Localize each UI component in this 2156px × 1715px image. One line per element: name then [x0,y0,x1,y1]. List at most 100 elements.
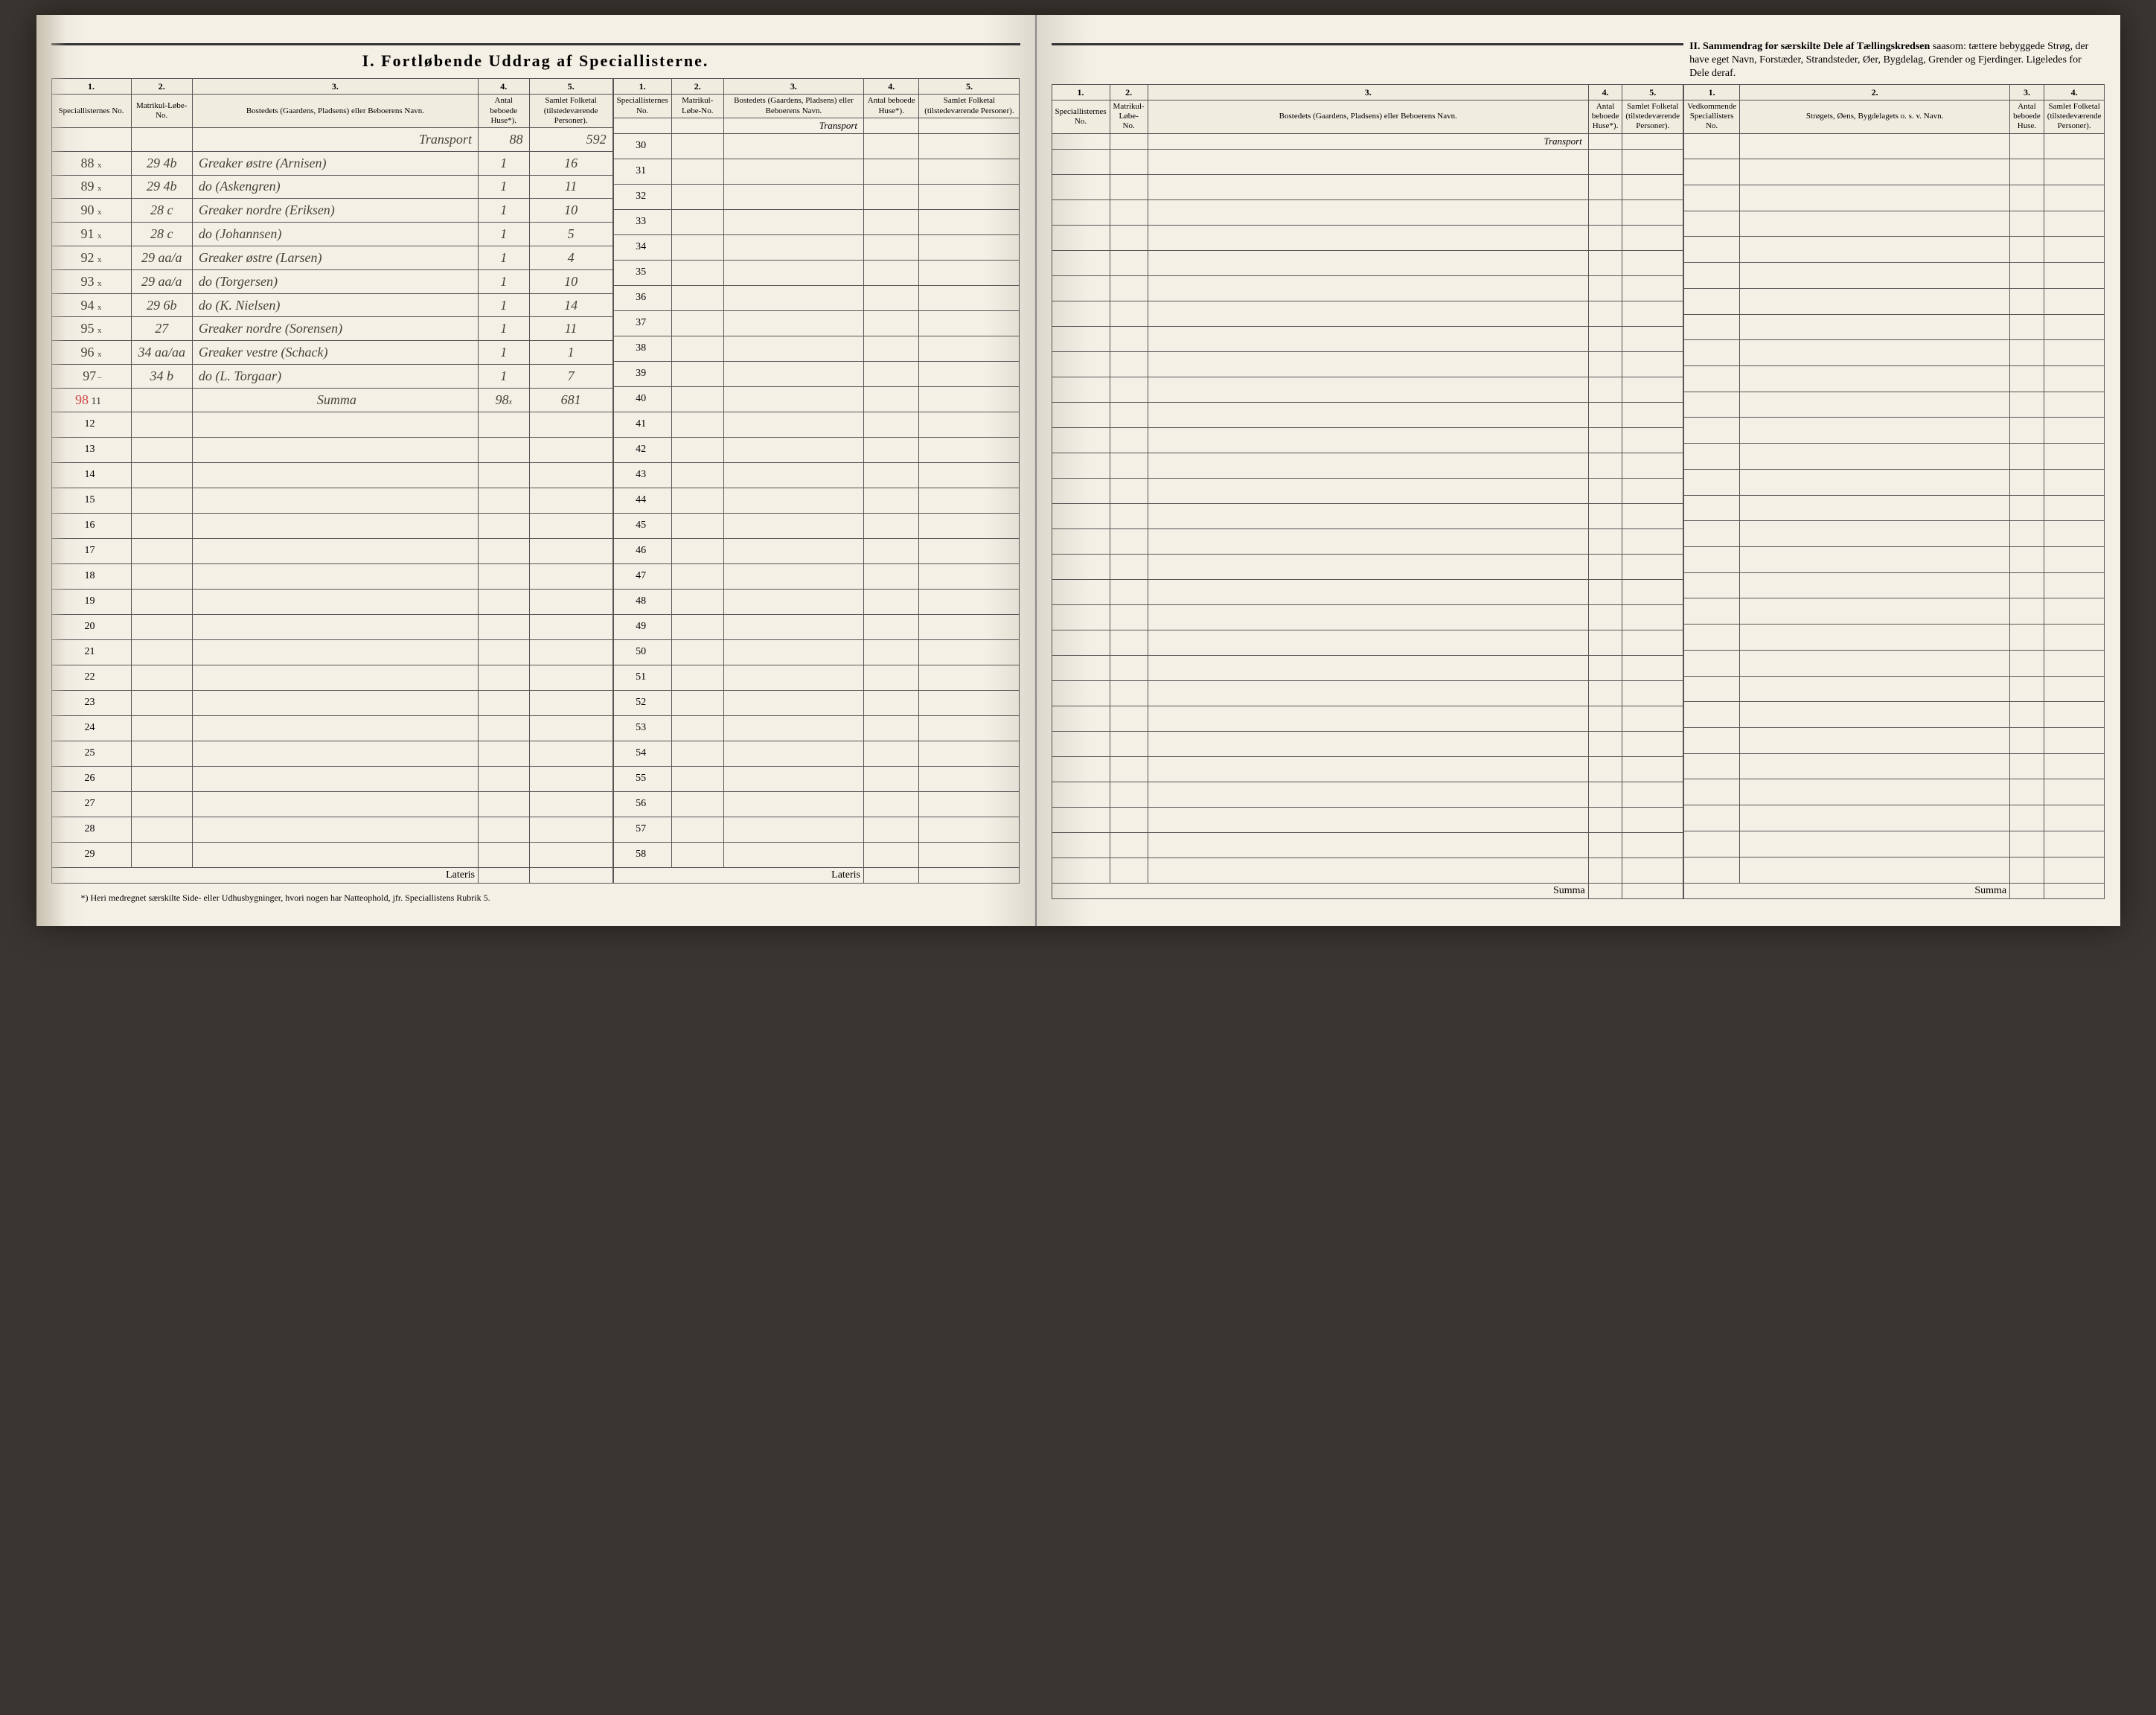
left-page: I. Fortløbende Uddrag af Speciallisterne… [36,15,1037,926]
summa-row: 98 11 Summa 98x 681 [51,388,612,412]
table-row-empty [1052,832,1683,858]
printed-row-no: 37 [613,310,671,336]
row-huse: 1 [478,199,529,223]
table-row-empty [1684,676,2105,702]
row-huse: 1 [478,293,529,317]
table-row-empty [1052,377,1683,402]
table-row-empty: 23 [51,690,612,715]
row-folketal: 10 [529,199,612,223]
printed-row-no: 48 [613,589,671,614]
table-row-empty [1684,392,2105,418]
printed-row-no: 35 [613,260,671,285]
row-folketal: 1 [529,341,612,365]
row-bosted: Greaker østre (Arnisen) [192,151,478,175]
printed-row-no: 58 [613,842,671,867]
table-row-empty [1684,418,2105,444]
r1-c2: 2. [1110,84,1148,100]
printed-row-no: 57 [613,817,671,842]
table-row-empty: 35 [613,260,1020,285]
col-num-5: 5. [529,79,612,95]
printed-row-no: 32 [613,184,671,209]
row-folketal: 11 [529,175,612,199]
printed-row-no: 36 [613,285,671,310]
col-head-4: Antal beboede Huse*). [478,95,529,128]
printed-row-no: 38 [613,336,671,361]
col-head-3b: Bostedets (Gaardens, Pladsens) eller Beb… [723,95,863,118]
table-row-empty: 32 [613,184,1020,209]
table-row-empty [1052,706,1683,731]
row-bosted: Greaker østre (Larsen) [192,246,478,270]
table-row-empty: 40 [613,386,1020,412]
table-row-empty: 38 [613,336,1020,361]
table-row-empty [1052,579,1683,604]
col-num-2b: 2. [671,79,723,95]
table-row-empty: 48 [613,589,1020,614]
s2-c3: 3. [2010,84,2044,100]
col-head-2: Matrikul-Løbe-No. [131,95,192,128]
transport-huse: 88 [478,127,529,151]
r1-h5: Samlet Folketal (tilstedeværende Persone… [1622,100,1683,133]
row-huse: 1 [478,223,529,246]
lateris-row: Lateris [51,867,612,883]
table-row-empty: 54 [613,741,1020,766]
summa-row-r1: Summa [1052,883,1683,898]
col-head-1b: Speciallisternes No. [613,95,671,118]
printed-row-no: 18 [51,563,131,589]
table-row: 97 ̶ 34 b do (L. Torgaar) 1 7 [51,365,612,389]
row-no: 95 x [51,317,131,341]
table-row-empty: 22 [51,665,612,690]
table-row-empty: 24 [51,715,612,741]
row-folketal: 16 [529,151,612,175]
table-row-empty [1684,779,2105,805]
table-row-empty: 43 [613,462,1020,488]
summa-no: 98 11 [51,388,131,412]
printed-row-no: 22 [51,665,131,690]
table-row-empty [1052,351,1683,377]
table-row-empty [1684,831,2105,857]
table-row-empty [1052,301,1683,326]
row-no: 94 x [51,293,131,317]
table-row-empty: 42 [613,437,1020,462]
section1-title: I. Fortløbende Uddrag af Speciallisterne… [362,51,709,70]
table-row-empty [1684,857,2105,883]
table-row-empty: 13 [51,437,612,462]
lateris-label: Lateris [51,867,478,883]
printed-row-no: 23 [51,690,131,715]
table-row-empty [1052,858,1683,883]
printed-row-no: 41 [613,412,671,437]
table-row-empty [1684,314,2105,340]
table-row-empty [1052,225,1683,250]
row-huse: 1 [478,317,529,341]
row-matrikul: 29 4b [131,175,192,199]
table-row-empty [1052,326,1683,351]
printed-row-no: 45 [613,513,671,538]
ledger-table-right-1: 1. 2. 3. 4. 5. Speciallisternes No. Matr… [1052,84,1684,899]
table-row-empty [1684,211,2105,237]
ledger-table-left-b: 1. 2. 3. 4. 5. Speciallisternes No. Matr… [613,78,1020,884]
lateris-label-b: Lateris [613,867,863,883]
row-no: 97 ̶ [51,365,131,389]
row-no: 93 x [51,269,131,293]
table-row-empty: 37 [613,310,1020,336]
row-bosted: Greaker vestre (Schack) [192,341,478,365]
row-bosted: Greaker nordre (Sorensen) [192,317,478,341]
printed-row-no: 30 [613,133,671,159]
row-matrikul: 28 c [131,223,192,246]
printed-row-no: 26 [51,766,131,791]
s2-h4: Samlet Folketal (tilstedeværende Persone… [2044,100,2105,133]
col-num-4: 4. [478,79,529,95]
table-row-empty [1684,521,2105,547]
transport-label: Transport [192,127,478,151]
table-row-empty: 28 [51,817,612,842]
transport-label-b: Transport [723,118,863,133]
summa-huse: 98x [478,388,529,412]
printed-row-no: 29 [51,842,131,867]
col-num-3: 3. [192,79,478,95]
table-row-empty [1052,275,1683,301]
table-row: 94 x 29 6b do (K. Nielsen) 1 14 [51,293,612,317]
printed-row-no: 40 [613,386,671,412]
row-matrikul: 28 c [131,199,192,223]
printed-row-no: 16 [51,513,131,538]
table-row-empty [1052,503,1683,528]
printed-row-no: 56 [613,791,671,817]
